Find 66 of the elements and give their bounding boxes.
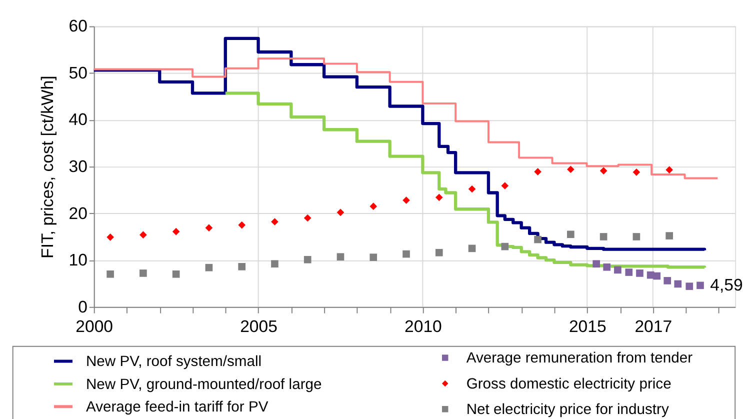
point xyxy=(664,277,672,284)
legend-label: Gross domestic electricity price xyxy=(466,376,672,392)
point xyxy=(614,266,622,274)
point xyxy=(625,268,633,276)
point xyxy=(600,167,608,174)
point xyxy=(600,233,608,240)
point xyxy=(435,194,443,202)
point xyxy=(238,221,246,229)
point xyxy=(140,270,147,277)
point xyxy=(674,280,682,288)
point xyxy=(696,282,704,290)
point xyxy=(172,228,180,236)
point xyxy=(402,196,410,204)
point xyxy=(501,242,509,250)
y-tick-label: 20 xyxy=(68,204,88,223)
point xyxy=(632,233,640,240)
point xyxy=(686,282,694,290)
annotation: 4,59 xyxy=(710,275,743,294)
x-tick-label: 2017 xyxy=(634,317,672,336)
point xyxy=(435,248,443,256)
point xyxy=(205,264,213,272)
point xyxy=(603,263,611,271)
y-tick-label: 40 xyxy=(68,110,88,130)
point xyxy=(304,256,312,264)
y-tick-label: 10 xyxy=(68,250,88,270)
x-tick-label: 2015 xyxy=(568,317,606,336)
point xyxy=(468,185,476,193)
point xyxy=(402,250,410,258)
y-tick-label: 50 xyxy=(68,63,88,82)
x-tick-label: 2000 xyxy=(76,317,114,336)
point xyxy=(106,270,114,278)
point xyxy=(653,272,660,280)
point xyxy=(666,232,673,240)
legend-label: Average remuneration from tender xyxy=(466,350,693,367)
point xyxy=(567,166,574,174)
y-tick-label: 30 xyxy=(68,157,88,176)
y-tick-label: 0 xyxy=(78,297,88,316)
point xyxy=(106,234,114,241)
point xyxy=(238,262,246,270)
point xyxy=(271,218,278,226)
point xyxy=(271,260,278,268)
point xyxy=(336,208,344,216)
point xyxy=(666,166,673,174)
point xyxy=(632,168,640,176)
x-tick-label: 2005 xyxy=(240,317,278,336)
point xyxy=(567,230,574,238)
legend-label: New PV, roof system/small xyxy=(86,354,262,370)
legend-label: New PV, ground-mounted/roof large xyxy=(86,376,322,393)
point xyxy=(636,270,644,277)
y-tick-label: 60 xyxy=(68,16,88,36)
legend-label: Net electricity price for industry xyxy=(466,402,670,418)
point xyxy=(172,270,180,278)
point xyxy=(468,244,476,252)
x-tick-label: 2010 xyxy=(404,317,442,336)
point xyxy=(592,260,600,268)
legend-label: Average feed-in tariff for PV xyxy=(86,400,268,416)
point xyxy=(140,231,147,239)
point xyxy=(205,224,213,232)
point xyxy=(501,182,509,190)
point xyxy=(304,214,312,222)
y-axis-title: FIT, prices, cost [ct/kWh] xyxy=(38,76,57,258)
point xyxy=(534,168,542,176)
point xyxy=(534,236,542,244)
point xyxy=(336,253,344,260)
point xyxy=(370,254,378,261)
point xyxy=(370,202,378,210)
